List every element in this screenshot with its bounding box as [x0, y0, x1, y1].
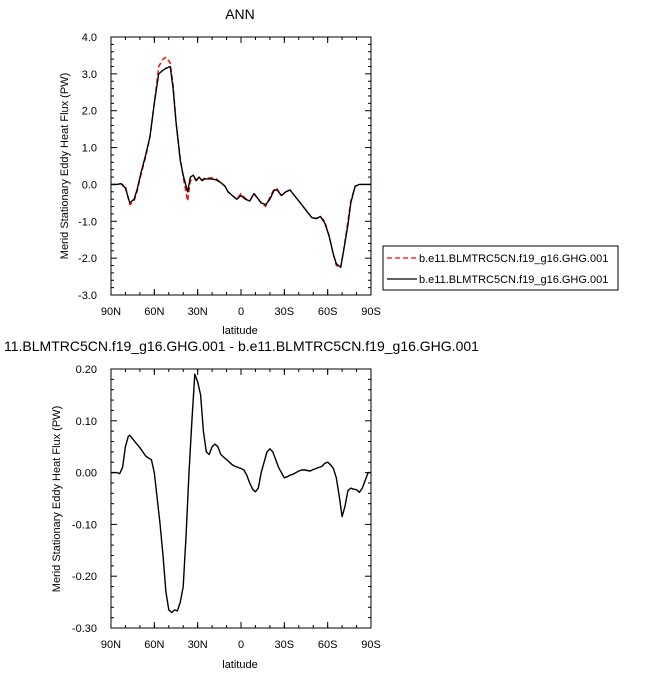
bottom-x-axis-label: latitude	[222, 659, 257, 671]
bottom-y-axis-label: Merid Stationary Eddy Heat Flux (PW)	[51, 406, 63, 592]
legend-box	[382, 245, 619, 291]
top-y-tick-label: -2.0	[78, 253, 97, 265]
top-y-tick-label: -3.0	[78, 290, 97, 302]
top-series-line-2	[111, 65, 371, 269]
bottom-series-line-1	[111, 373, 371, 614]
top-x-tick-label: 90S	[361, 306, 381, 318]
bottom-y-tick-label: 0.00	[76, 468, 97, 480]
bottom-plot-area: 90N 60N 30N 0 30S 60S 90S -0.30 -0.20 -0.10 0.00 0.…	[72, 364, 381, 651]
bottom-y-tick-label: -0.20	[72, 571, 97, 583]
top-y-tick-label: 3.0	[82, 69, 97, 81]
top-plot-area: 90N 60N 30N 0 30S 60S 90S -3.0 -2.0 -1.0 0.0 1.0 2.0…	[78, 32, 381, 318]
bottom-panel: 11.BLMTRC5CN.f19_g16.GHG.001 - b.e11.BLM…	[4, 338, 479, 671]
top-x-tick-label: 60S	[318, 306, 338, 318]
bottom-y-tick-label: 0.20	[76, 364, 97, 376]
legend-label-series-2: b.e11.BLMTRC5CN.f19_g16.GHG.001	[419, 274, 608, 286]
bottom-x-tick-label: 90N	[101, 639, 121, 651]
top-y-tick-label: 0.0	[82, 179, 97, 191]
top-plot-frame	[110, 36, 372, 296]
top-x-tick-label: 60N	[144, 306, 164, 318]
top-x-tick-label: 0	[238, 306, 244, 318]
bottom-y-tick-label: -0.30	[72, 623, 97, 635]
bottom-x-tick-label: 30S	[275, 639, 295, 651]
bottom-x-tick-label: 60N	[144, 639, 164, 651]
top-y-tick-label: 1.0	[82, 143, 97, 155]
bottom-plot-frame	[110, 368, 372, 629]
top-chart-title: ANN	[225, 6, 255, 22]
legend-label-series-1: b.e11.BLMTRC5CN.f19_g16.GHG.001	[419, 253, 608, 265]
bottom-x-tick-label: 90S	[361, 639, 381, 651]
bottom-y-tick-label: -0.10	[72, 519, 97, 531]
top-x-tick-label: 30S	[275, 306, 295, 318]
top-x-axis-label: latitude	[222, 325, 257, 337]
bottom-x-tick-label: 30N	[188, 639, 208, 651]
legend: b.e11.BLMTRC5CN.f19_g16.GHG.001 b.e11.BL…	[382, 245, 619, 291]
top-y-axis-label: Merid Stationary Eddy Heat Flux (PW)	[59, 73, 71, 259]
top-y-tick-label: 4.0	[82, 32, 97, 44]
top-series-line-1	[111, 56, 371, 269]
bottom-chart-title: 11.BLMTRC5CN.f19_g16.GHG.001 - b.e11.BLM…	[4, 338, 479, 354]
top-x-tick-label: 90N	[101, 306, 121, 318]
top-y-tick-label: 2.0	[82, 106, 97, 118]
bottom-x-tick-label: 0	[238, 639, 244, 651]
top-y-tick-label: -1.0	[78, 216, 97, 228]
top-panel: ANN 90N 60N 30N 0 30S 60S 90S -3.0 -2.0 -1.0 0.0 1.…	[59, 6, 381, 337]
top-x-tick-label: 30N	[188, 306, 208, 318]
bottom-y-tick-label: 0.10	[76, 416, 97, 428]
bottom-x-tick-label: 60S	[318, 639, 338, 651]
